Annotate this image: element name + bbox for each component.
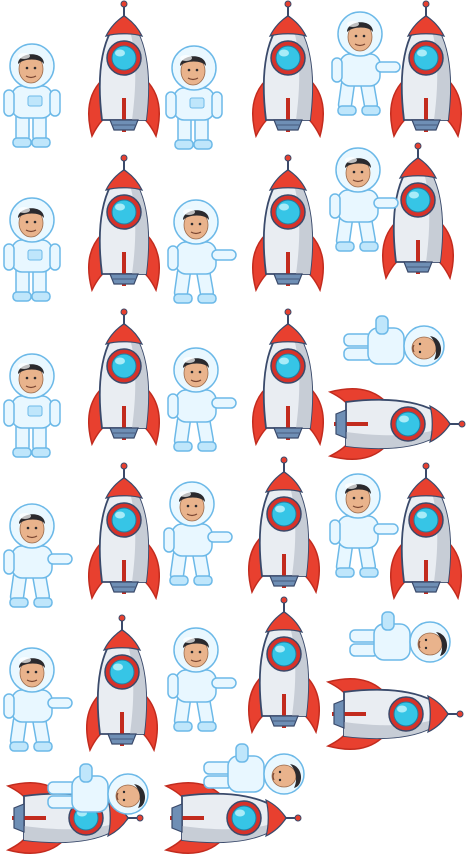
astronaut-standing-sprite [167,199,237,304]
astronaut-flying-sprite [349,611,451,663]
rocket-upright-sprite [251,308,325,445]
rocket-upright-sprite [87,0,161,137]
astronaut-walking-sprite [3,647,73,752]
row-2 [3,142,455,304]
row-6 [7,743,305,855]
astronaut-walking-sprite [167,347,237,452]
rocket-upright-sprite [251,154,325,291]
astronaut-walking-sprite [163,481,233,586]
rocket-upright-sprite [247,456,321,593]
rocket-upright-sprite [247,596,321,733]
astronaut-climbing-sprite [331,11,401,116]
row-4 [3,456,463,608]
rocket-upright-sprite [87,154,161,291]
astronaut-walking-sprite [3,503,73,608]
rocket-upright-sprite [381,142,455,279]
astronaut-standing-sprite [3,353,61,458]
row-3 [3,308,466,461]
astronaut-walking-sprite [167,627,237,732]
rocket-horizontal-sprite [329,387,466,461]
rocket-upright-sprite [87,308,161,445]
astronaut-standing-sprite [3,43,61,148]
rocket-upright-sprite [389,0,463,137]
astronaut-standing-sprite [165,45,223,150]
row-5 [3,596,464,752]
rocket-upright-sprite [389,462,463,599]
row-1 [3,0,463,150]
rocket-horizontal-sprite [327,677,464,751]
astronaut-standing-sprite [3,197,61,302]
astronaut-flying-sprite [343,315,445,367]
rocket-upright-sprite [251,0,325,137]
astronaut-riding-sprite [203,743,305,795]
rocket-upright-sprite [87,462,161,599]
astronaut-climbing-sprite [329,473,399,578]
astronaut-riding-sprite [47,763,149,815]
rocket-upright-sprite [85,614,159,751]
